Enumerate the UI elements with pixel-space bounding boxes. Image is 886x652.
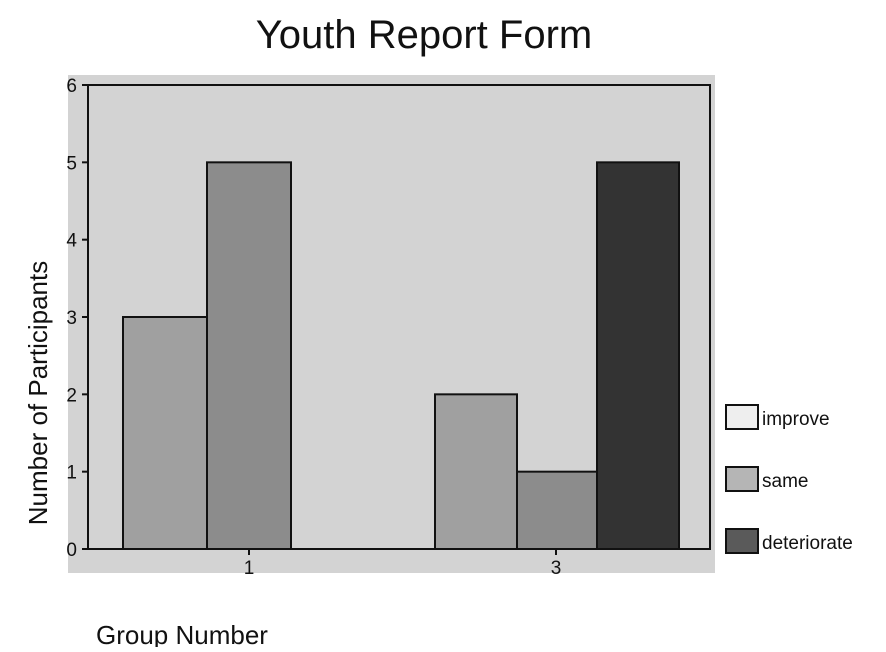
bar-series-group-3 [596,161,680,550]
bar-same-group-3 [434,393,518,551]
bar-deteriorate-group-1 [206,161,292,550]
y-tick-label: 4 [66,231,77,252]
chart-title: Youth Report Form [256,13,592,57]
x-axis-title: Group Number [96,620,268,647]
legend-label-same: same [762,471,808,492]
y-axis-title: Number of Participants [23,261,53,525]
legend-swatch-improve [725,404,759,430]
y-tick-label: 3 [66,308,77,329]
legend-label-deteriorate: deteriorate [762,533,853,554]
y-tick-label: 2 [66,385,77,406]
legend-swatch-same [725,466,759,492]
y-tick-label: 0 [66,540,77,561]
bar-same-group-1 [122,316,208,550]
x-tick-label: 1 [244,558,255,579]
bar-deteriorate-group-3 [516,470,600,550]
x-tick-label: 3 [551,558,562,579]
y-tick-label: 1 [66,463,77,484]
legend: improve same deteriorate [725,404,853,554]
legend-swatch-deteriorate [725,528,759,554]
plot-area: 0 1 2 3 4 5 6 1 3 [66,75,715,579]
legend-label-improve: improve [762,409,830,430]
y-tick-label: 6 [66,76,77,97]
y-tick-label: 5 [66,153,77,174]
